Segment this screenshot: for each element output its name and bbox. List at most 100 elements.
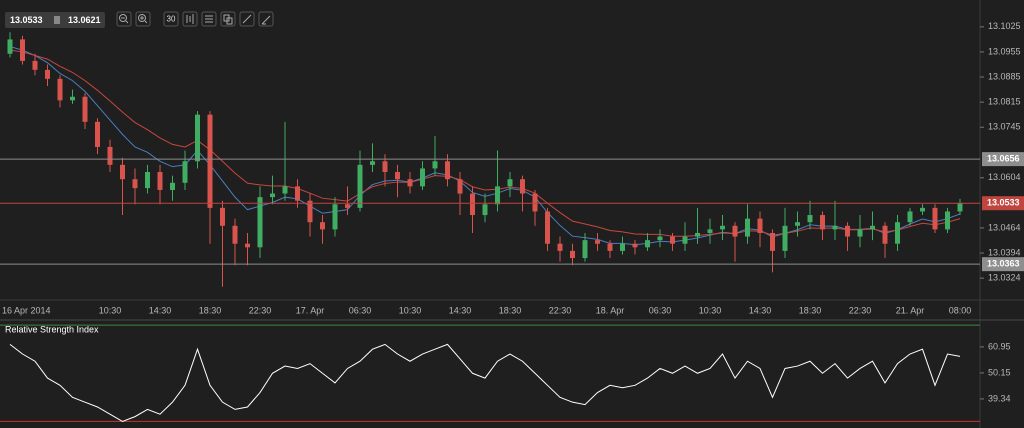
x-tick-label: 10:30 xyxy=(99,305,122,315)
candle-body xyxy=(782,225,788,251)
candle-body xyxy=(920,207,925,212)
candle-body xyxy=(795,222,800,226)
candle-body xyxy=(395,172,400,180)
x-tick-label: 18:30 xyxy=(199,305,222,315)
candle-body xyxy=(757,218,763,233)
y-tick-label: 39.34 xyxy=(988,393,1011,403)
candle-body xyxy=(7,39,13,54)
x-tick-label: 18:30 xyxy=(799,305,822,315)
draw-line[interactable] xyxy=(239,11,255,27)
ask: 13.0621 xyxy=(68,15,101,25)
candle-body xyxy=(20,39,25,61)
candle-body xyxy=(845,225,850,237)
zoom-out[interactable] xyxy=(116,11,132,27)
candle-body xyxy=(195,114,200,162)
x-tick-label: 06:30 xyxy=(649,305,672,315)
candle-body xyxy=(570,250,575,259)
candle-body xyxy=(745,218,750,237)
candle-body xyxy=(295,186,300,201)
candle-body xyxy=(482,204,488,216)
candle-body xyxy=(282,186,288,194)
candle-body xyxy=(882,225,888,244)
price-label-box xyxy=(982,257,1024,272)
x-tick-label: 14:30 xyxy=(149,305,172,315)
candle-body xyxy=(582,240,588,259)
spread-icon xyxy=(54,16,60,24)
candle-body xyxy=(707,229,713,233)
candle-body xyxy=(832,225,838,230)
candle-body xyxy=(70,96,75,101)
candle-body xyxy=(145,172,150,189)
candle-body xyxy=(182,161,188,183)
candle-body xyxy=(545,211,550,244)
x-tick-label: 14:30 xyxy=(749,305,772,315)
candle-body xyxy=(95,121,100,147)
candle-body xyxy=(932,207,938,230)
candle-body xyxy=(595,240,600,244)
x-tick-label: 10:30 xyxy=(399,305,422,315)
candle-body xyxy=(370,161,375,165)
price-label: 13.0363 xyxy=(987,259,1020,269)
candle-body xyxy=(207,114,213,208)
candle-body xyxy=(670,236,675,244)
bid: 13.0533 xyxy=(10,15,43,25)
candle-body xyxy=(120,164,125,180)
candle-body xyxy=(557,243,563,251)
x-tick-label: 22:30 xyxy=(249,305,272,315)
candle-body xyxy=(470,193,475,216)
y-tick-label: 50.15 xyxy=(988,367,1011,377)
price-label: 13.0533 xyxy=(987,198,1020,208)
x-tick-label: 10:30 xyxy=(699,305,722,315)
candle-body xyxy=(45,69,50,79)
y-tick-label: 13.0745 xyxy=(988,122,1021,132)
candle-body xyxy=(82,96,88,122)
price-label-box xyxy=(982,152,1024,167)
y-tick-label: 13.0815 xyxy=(988,97,1021,107)
candle-body xyxy=(620,243,625,251)
candle-body xyxy=(507,179,513,187)
candle-body xyxy=(132,179,138,189)
candle-body xyxy=(420,168,425,187)
candle-body xyxy=(632,243,638,248)
candle-body xyxy=(720,225,725,230)
candle-body xyxy=(232,225,238,244)
y-tick-label: 60.95 xyxy=(988,341,1011,351)
candle-body xyxy=(407,179,413,187)
x-tick-label: 14:30 xyxy=(449,305,472,315)
chart-type[interactable] xyxy=(182,11,198,27)
candle-body xyxy=(607,243,613,251)
candle-body xyxy=(870,225,875,230)
draw-pen[interactable] xyxy=(258,11,274,27)
zoom-in[interactable] xyxy=(135,11,151,27)
timeframe-label[interactable]: 30 xyxy=(167,15,176,24)
price-label-box xyxy=(982,196,1024,211)
candle-body xyxy=(32,60,38,70)
candle-body xyxy=(57,78,63,101)
price-label: 13.0656 xyxy=(987,153,1020,163)
indicators[interactable] xyxy=(201,11,217,27)
candle-body xyxy=(357,164,363,208)
candle-body xyxy=(157,172,163,190)
candle-body xyxy=(520,179,525,194)
x-tick-label: 18:30 xyxy=(499,305,522,315)
candle-body xyxy=(245,243,250,248)
candle-body xyxy=(732,225,738,237)
candle-body xyxy=(220,207,225,226)
x-tick-label: 06:30 xyxy=(349,305,372,315)
candle-body xyxy=(257,197,263,248)
candle-body xyxy=(532,193,538,212)
candle-body xyxy=(945,211,950,230)
x-tick-label: 18. Apr xyxy=(596,305,625,315)
copy[interactable] xyxy=(220,11,236,27)
candle-body xyxy=(657,236,663,241)
y-tick-label: 13.1025 xyxy=(988,21,1021,31)
candle-body xyxy=(820,215,825,230)
y-tick-label: 13.0394 xyxy=(988,247,1021,257)
moving-average xyxy=(9,49,961,237)
indicator-title: Relative Strength Index xyxy=(5,324,99,334)
candle-body xyxy=(382,161,388,173)
timeframe[interactable]: 30 xyxy=(163,11,179,27)
candle-body xyxy=(770,232,775,251)
